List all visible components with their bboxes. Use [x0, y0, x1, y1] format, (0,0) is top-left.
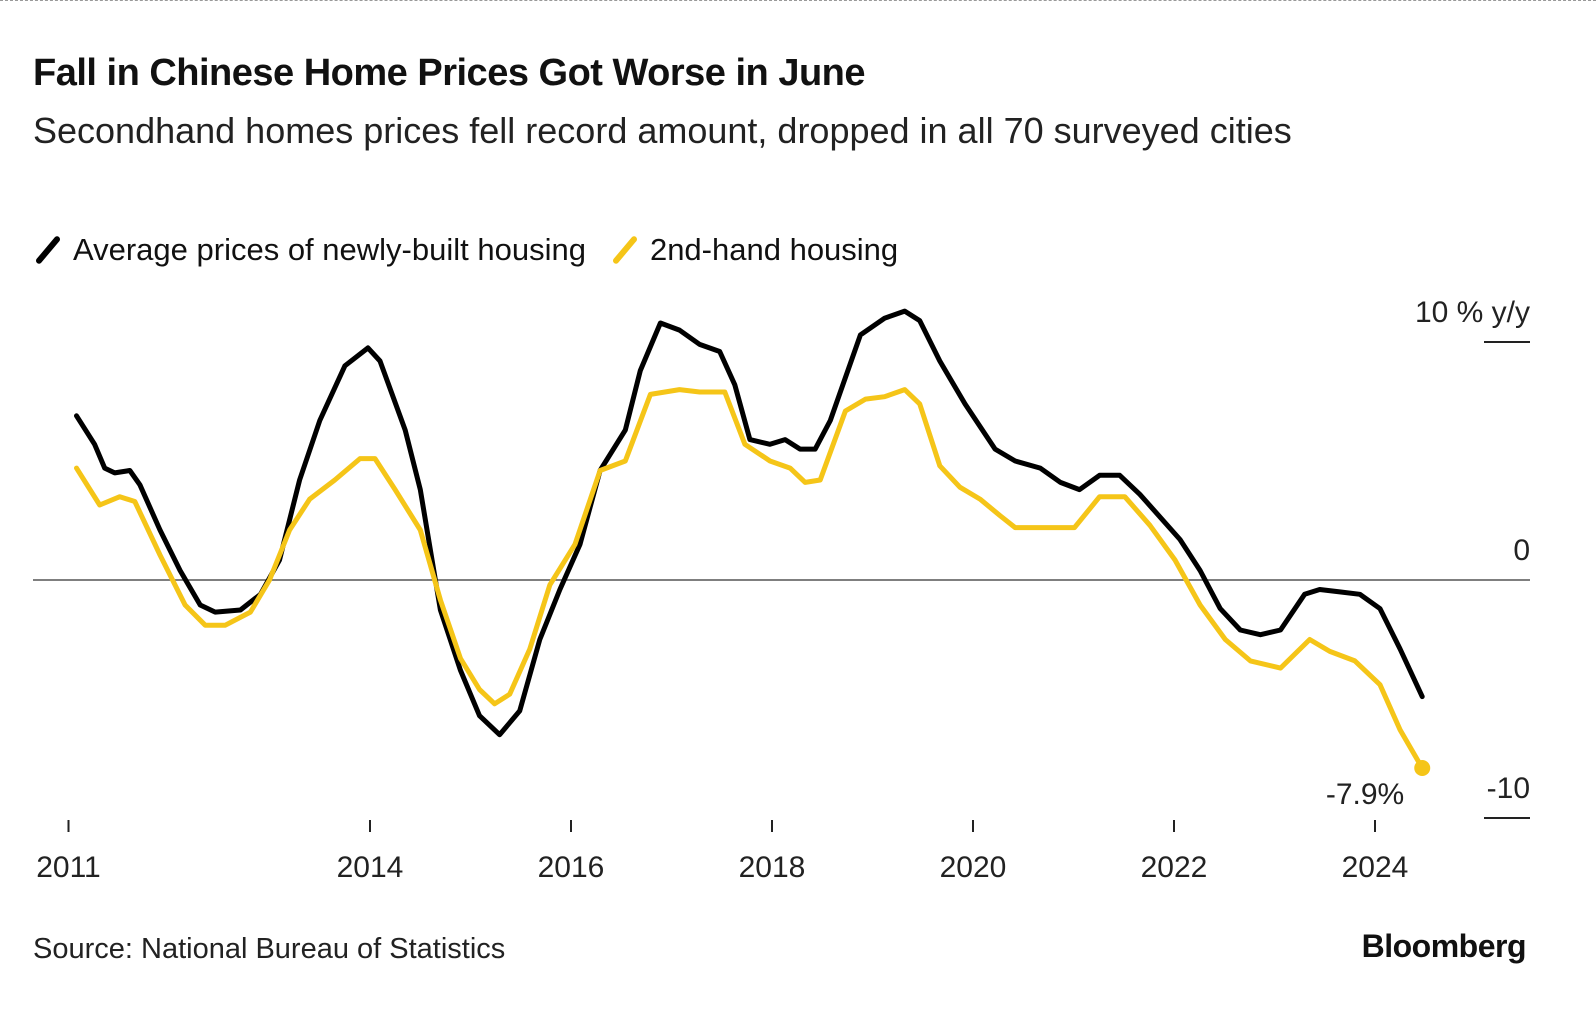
x-tick-label: 2018: [739, 851, 806, 884]
chart-title: Fall in Chinese Home Prices Got Worse in…: [33, 52, 866, 94]
bloomberg-logo: Bloomberg: [1361, 928, 1527, 964]
y-tick-label: 10 % y/y: [1415, 296, 1530, 329]
y-tick-label: 0: [1513, 534, 1530, 567]
top-border: [0, 0, 1596, 1]
series-line-secondhand: [74, 387, 1425, 771]
y-tick-label: -10: [1487, 772, 1530, 805]
legend-label-secondhand: 2nd-hand housing: [649, 232, 899, 267]
chart-subtitle: Secondhand homes prices fell record amou…: [33, 110, 1292, 151]
x-tick-label: 2020: [940, 851, 1007, 884]
legend: Average prices of newly-built housing 2n…: [33, 232, 922, 268]
end-value-label: -7.9%: [1326, 778, 1404, 811]
x-tick-label: 2014: [337, 851, 404, 884]
series-line-new-housing: [74, 308, 1425, 738]
x-tick-label: 2022: [1141, 851, 1208, 884]
x-tick-label: 2011: [36, 851, 101, 884]
source-note: Source: National Bureau of Statistics: [33, 933, 506, 965]
x-tick-label: 2024: [1342, 851, 1409, 884]
x-tick-label: 2016: [538, 851, 605, 884]
legend-label-new-housing: Average prices of newly-built housing: [73, 232, 586, 267]
end-point-marker: [1414, 760, 1431, 777]
